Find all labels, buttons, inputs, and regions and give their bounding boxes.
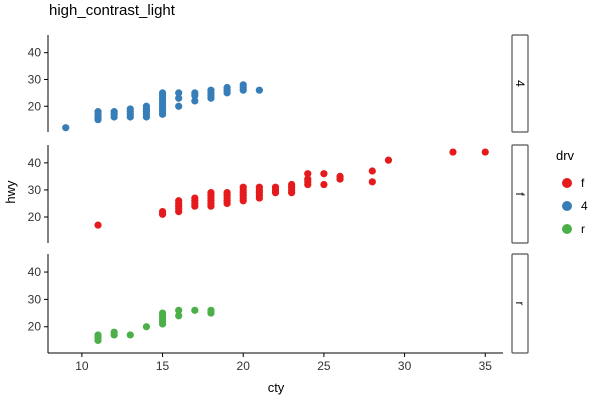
data-point-r xyxy=(207,306,215,314)
data-point-r xyxy=(142,323,151,331)
x-axis-title: cty xyxy=(268,380,285,395)
data-point-f xyxy=(94,221,102,229)
data-point-f xyxy=(223,189,231,197)
data-point-f xyxy=(158,207,167,216)
data-point-r xyxy=(94,331,102,339)
facet-panel-f: 20 30 40 f xyxy=(28,144,529,244)
y-tick-label: 30 xyxy=(28,292,42,306)
data-point-f xyxy=(271,183,280,191)
data-point-r xyxy=(191,306,199,314)
x-tick-label: 20 xyxy=(237,359,251,373)
data-point-f xyxy=(191,194,199,202)
data-point-4 xyxy=(126,105,134,113)
data-point-r xyxy=(175,306,183,314)
y-tick-label: 20 xyxy=(28,210,42,224)
data-point-4 xyxy=(255,86,263,94)
facet-strip-r xyxy=(511,253,529,354)
data-point-f xyxy=(304,170,312,178)
data-point-4 xyxy=(94,108,102,116)
data-point-f xyxy=(175,197,183,205)
data-point-4 xyxy=(110,108,118,116)
data-point-4 xyxy=(175,89,183,97)
x-tick-label: 35 xyxy=(479,359,493,373)
data-point-4 xyxy=(191,97,199,105)
x-tick-label: 25 xyxy=(317,359,331,373)
legend-key-r xyxy=(562,224,572,234)
data-point-4 xyxy=(207,86,215,94)
data-point-4 xyxy=(175,102,183,110)
data-point-f xyxy=(207,189,215,197)
data-point-r xyxy=(126,331,134,339)
legend-title: drv xyxy=(556,148,575,163)
facet-strip-label: r xyxy=(513,302,527,306)
data-point-f xyxy=(239,183,247,191)
facet-strip-f xyxy=(511,144,529,244)
legend-key-f xyxy=(562,178,572,188)
data-point-f xyxy=(368,167,376,175)
data-point-r xyxy=(158,309,167,317)
data-point-f xyxy=(320,170,328,178)
data-point-4 xyxy=(223,83,231,92)
facet-strip-label: f xyxy=(513,192,527,196)
x-tick-label: 15 xyxy=(156,359,170,373)
facet-panel-4: 20 30 40 4 xyxy=(28,34,529,133)
data-point-f xyxy=(384,156,393,164)
data-point-f xyxy=(449,148,457,156)
legend-label-r: r xyxy=(581,222,585,236)
y-tick-label: 20 xyxy=(28,99,42,113)
data-point-f xyxy=(304,175,312,183)
data-point-4 xyxy=(175,94,183,102)
data-point-f xyxy=(288,180,296,189)
facet-strip-4 xyxy=(511,34,529,133)
x-tick-label: 30 xyxy=(398,359,412,373)
y-axis-title: hwy xyxy=(3,180,18,204)
data-point-f xyxy=(320,180,328,189)
chart-title: high_contrast_light xyxy=(49,2,176,19)
data-point-r xyxy=(175,312,183,320)
legend-key-4 xyxy=(562,201,572,211)
data-point-4 xyxy=(191,89,199,97)
facet-strip-label: 4 xyxy=(513,80,527,87)
legend-label-f: f xyxy=(581,176,585,190)
legend-label-4: 4 xyxy=(581,199,588,213)
data-point-f xyxy=(481,148,489,156)
y-tick-label: 40 xyxy=(28,265,42,279)
x-tick-label: 10 xyxy=(75,359,89,373)
y-tick-label: 20 xyxy=(28,320,42,334)
data-point-f xyxy=(368,178,376,186)
y-tick-label: 40 xyxy=(28,46,42,60)
data-point-f xyxy=(336,172,344,181)
y-tick-label: 30 xyxy=(28,183,42,197)
data-point-4 xyxy=(62,124,70,132)
data-point-4 xyxy=(239,81,247,89)
legend: f 4 r xyxy=(562,176,588,236)
facet-panels: 20 30 40 4 20 30 40 f 20 30 40 10 15 20 25 30 35 r xyxy=(28,34,529,373)
data-point-r xyxy=(110,328,118,336)
data-point-4 xyxy=(142,102,151,110)
data-point-f xyxy=(255,183,263,191)
data-point-4 xyxy=(158,89,167,97)
facet-panel-r: 20 30 40 10 15 20 25 30 35 r xyxy=(28,253,529,373)
y-tick-label: 40 xyxy=(28,156,42,170)
y-tick-label: 30 xyxy=(28,72,42,86)
